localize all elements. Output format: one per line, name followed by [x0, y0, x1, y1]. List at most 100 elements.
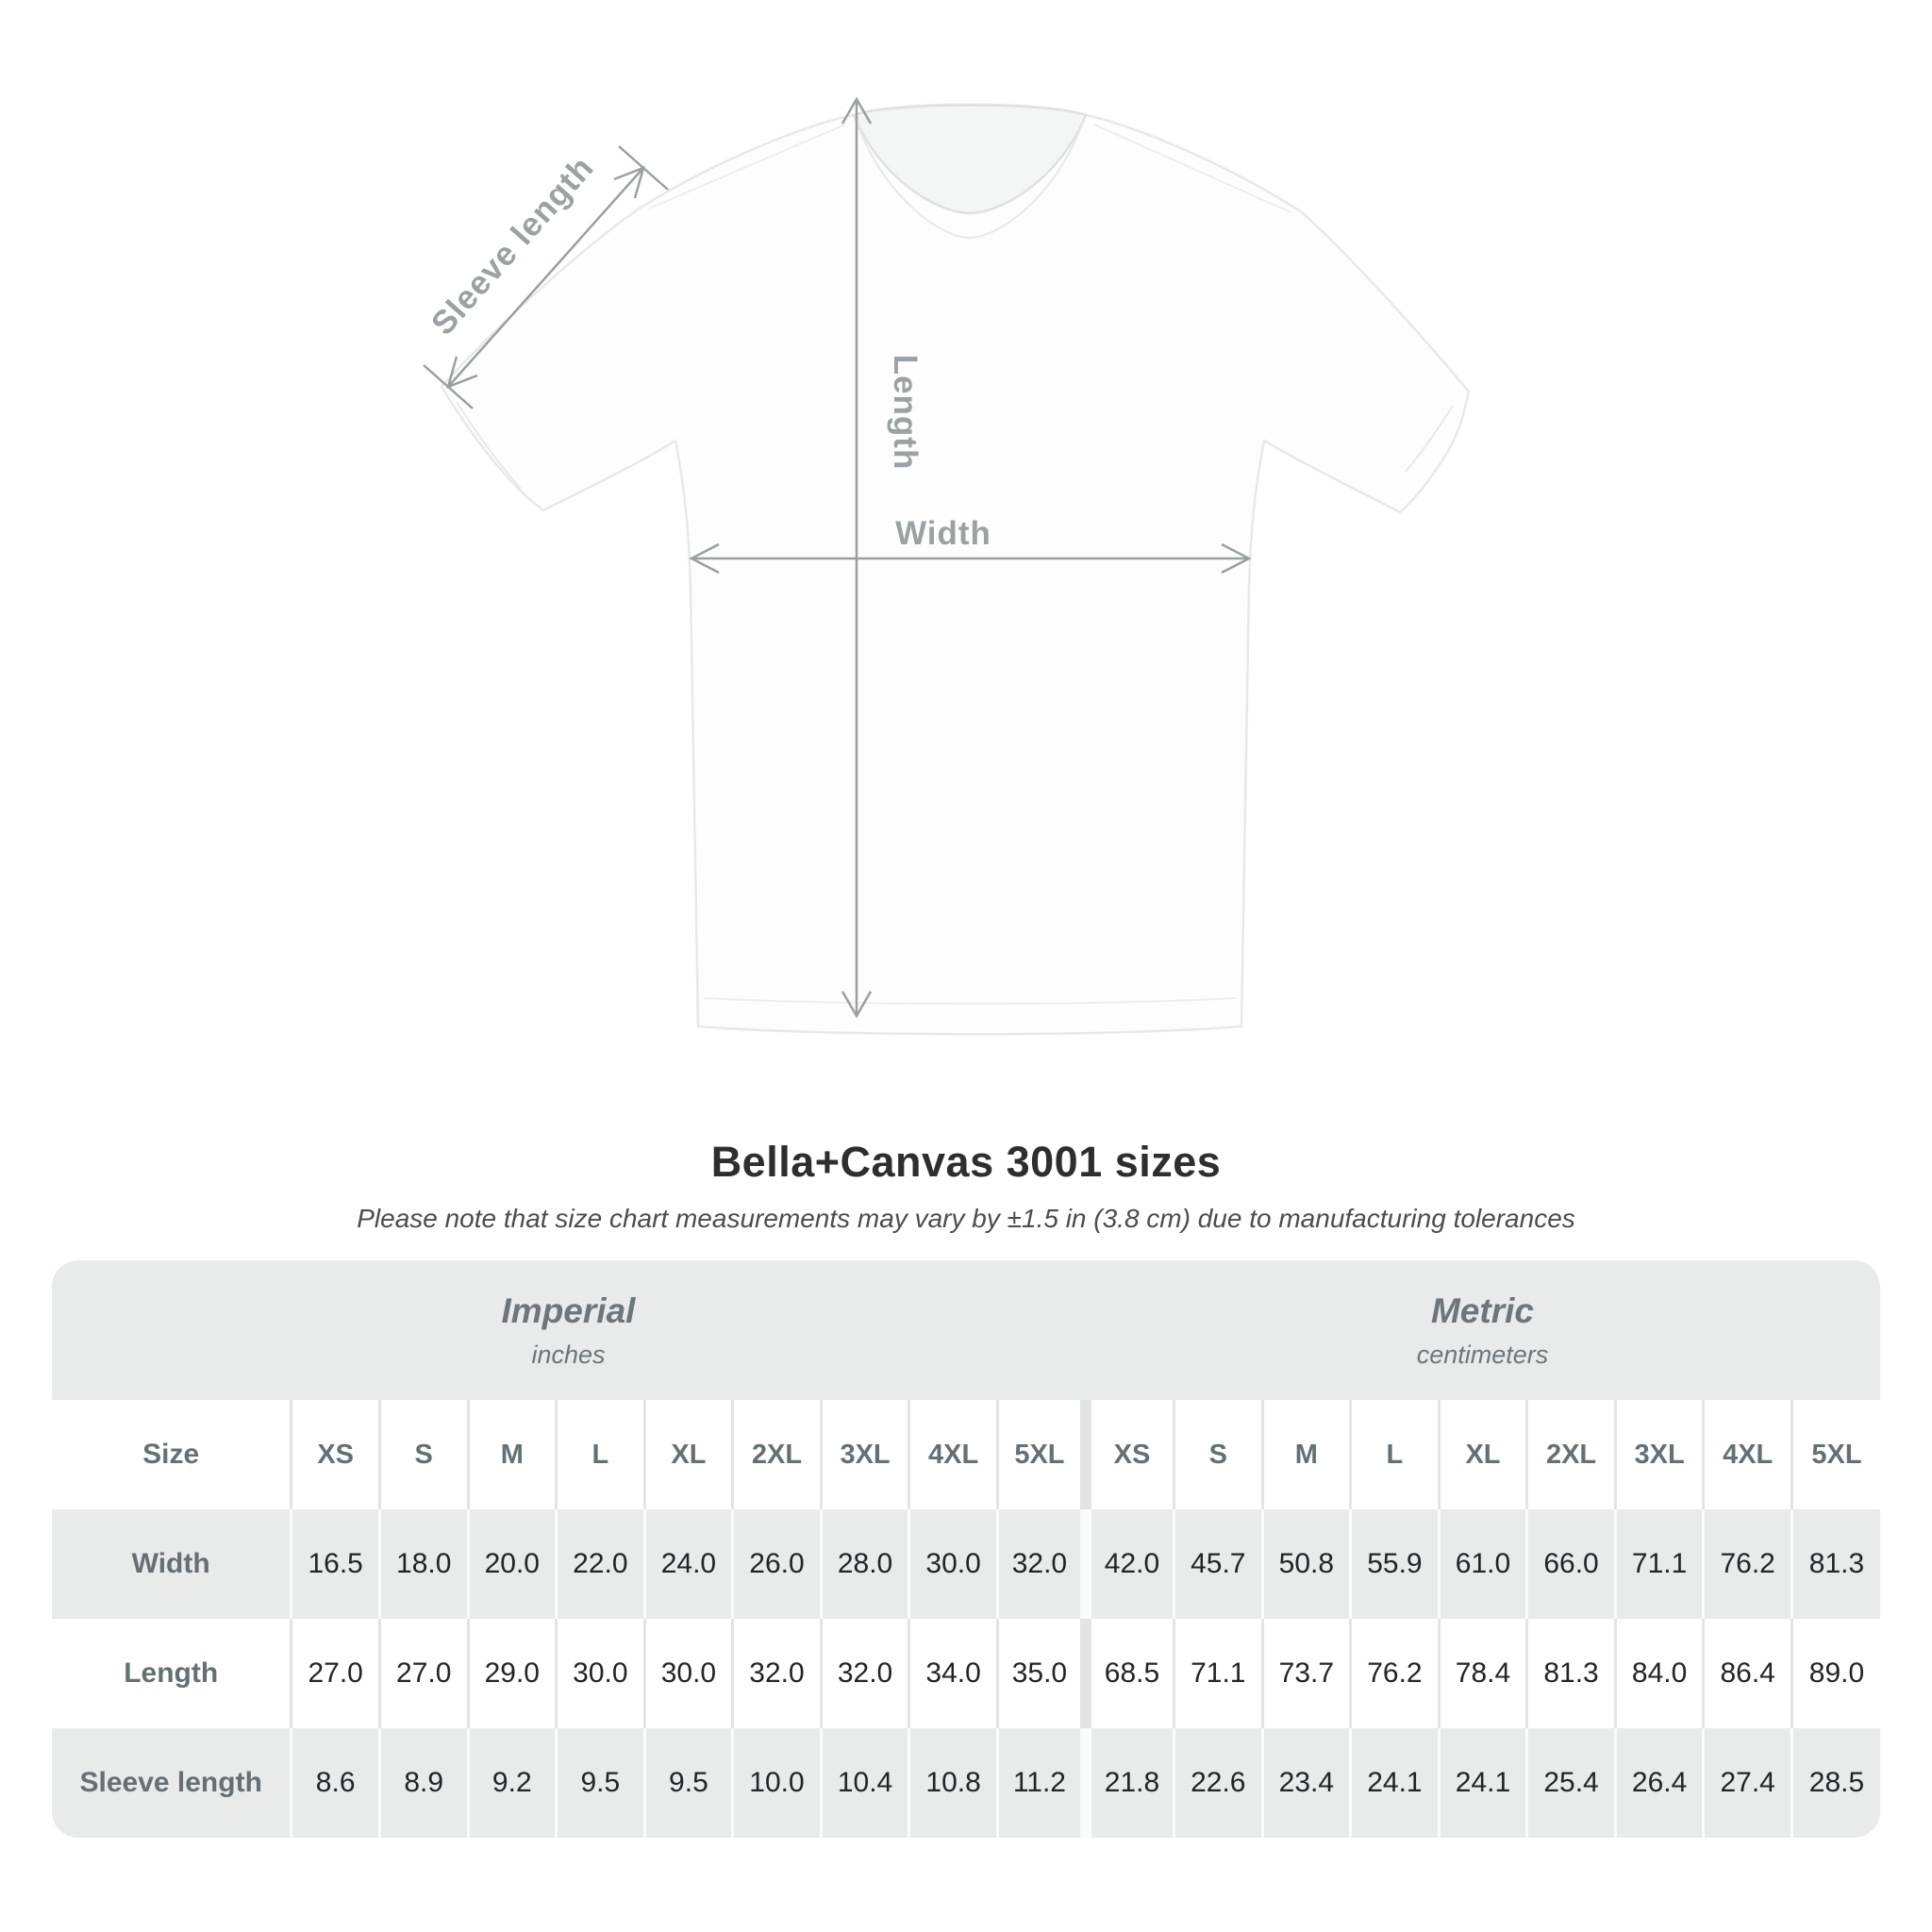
tshirt-right-cuff-seam [1405, 405, 1454, 473]
sleeve-length-value-cell: 10.8 [908, 1728, 998, 1838]
length-row-label: Length [52, 1619, 291, 1728]
size-column-header: 4XL [908, 1400, 998, 1509]
tshirt-diagram-svg: Sleeve length Length Width [423, 96, 1471, 1036]
length-value-cell: 29.0 [466, 1619, 557, 1728]
sleeve-length-value-cell: 21.8 [1079, 1728, 1174, 1838]
tshirt-measurement-diagram: Sleeve length Length Width [423, 96, 1471, 1036]
metric-section-name: Metric [1430, 1291, 1534, 1330]
sleeve-length-value-cell: 23.4 [1260, 1728, 1351, 1838]
unit-section-band: Imperial inches Metric centimeters [52, 1260, 1880, 1400]
size-column-header: XS [1079, 1400, 1174, 1509]
metric-section-unit: centimeters [1416, 1340, 1549, 1369]
size-column-header: M [466, 1400, 557, 1509]
tshirt-left-cuff-seam [456, 401, 522, 490]
width-value-cell: 16.5 [290, 1509, 380, 1619]
length-value-cell: 76.2 [1349, 1619, 1440, 1728]
sleeve-length-value-cell: 25.4 [1525, 1728, 1616, 1838]
length-value-cell: 78.4 [1437, 1619, 1527, 1728]
size-column-header: 2XL [1525, 1400, 1616, 1509]
length-value-cell: 30.0 [555, 1619, 645, 1728]
size-chart-container: Imperial inches Metric centimeters Size … [52, 1260, 1880, 1838]
sleeve-length-value-cell: 9.5 [642, 1728, 733, 1838]
size-column-header: L [555, 1400, 645, 1509]
sleeve-length-value-cell: 8.9 [377, 1728, 468, 1838]
size-column-header: XS [290, 1400, 380, 1509]
length-value-cell: 34.0 [908, 1619, 998, 1728]
length-value-cell: 35.0 [995, 1619, 1086, 1728]
size-header-row: Size XS S M L XL 2XL 3XL 4XL 5XL XS S M L XL 2XL 3XL 4XL… [52, 1400, 1880, 1509]
length-value-cell: 27.0 [377, 1619, 468, 1728]
width-value-cell: 24.0 [642, 1509, 733, 1619]
width-value-cell: 30.0 [908, 1509, 998, 1619]
sleeve-length-value-cell: 24.1 [1349, 1728, 1440, 1838]
size-column-header: 2XL [731, 1400, 822, 1509]
size-column-header: 3XL [1613, 1400, 1704, 1509]
width-value-cell: 28.0 [819, 1509, 909, 1619]
size-column-header: M [1260, 1400, 1351, 1509]
width-label: Width [895, 515, 991, 552]
sleeve-length-arrow [423, 145, 669, 409]
width-value-cell: 71.1 [1613, 1509, 1704, 1619]
width-value-cell: 45.7 [1173, 1509, 1263, 1619]
width-value-cell: 61.0 [1437, 1509, 1527, 1619]
imperial-section-unit: inches [531, 1340, 606, 1369]
length-value-cell: 32.0 [819, 1619, 909, 1728]
page-title: Bella+Canvas 3001 sizes [710, 1138, 1222, 1186]
sleeve-length-value-cell: 10.0 [731, 1728, 822, 1838]
tshirt-body-shape [440, 103, 1471, 1036]
tshirt-illustration [440, 103, 1471, 1036]
sleeve-length-value-cell: 24.1 [1437, 1728, 1527, 1838]
sleeve-length-value-cell: 10.4 [819, 1728, 909, 1838]
length-value-cell: 84.0 [1613, 1619, 1704, 1728]
metric-section-header: Metric centimeters [1085, 1260, 1880, 1400]
width-value-cell: 76.2 [1702, 1509, 1792, 1619]
sleeve-length-value-cell: 28.5 [1790, 1728, 1880, 1838]
sleeve-length-value-cell: 9.2 [466, 1728, 557, 1838]
width-arrow [689, 542, 1252, 575]
width-value-cell: 20.0 [466, 1509, 557, 1619]
sleeve-length-value-cell: 8.6 [290, 1728, 380, 1838]
tshirt-collar-opening [852, 104, 1088, 215]
sleeve-length-value-cell: 22.6 [1173, 1728, 1263, 1838]
sleeve-length-value-cell: 9.5 [555, 1728, 645, 1838]
tshirt-hem-seam [703, 997, 1237, 1005]
width-value-cell: 50.8 [1260, 1509, 1351, 1619]
size-column-header: XL [642, 1400, 733, 1509]
width-row: Width 16.5 18.0 20.0 22.0 24.0 26.0 28.0 30.0 32… [52, 1509, 1880, 1619]
size-column-header: 3XL [819, 1400, 909, 1509]
size-corner-label: Size [52, 1400, 291, 1509]
width-value-cell: 42.0 [1079, 1509, 1174, 1619]
width-value-cell: 18.0 [377, 1509, 468, 1619]
measurement-arrows [423, 96, 1252, 1019]
page-subtitle: Please note that size chart measurements… [357, 1204, 1575, 1233]
sleeve-length-value-cell: 27.4 [1702, 1728, 1792, 1838]
length-value-cell: 30.0 [642, 1619, 733, 1728]
width-value-cell: 26.0 [731, 1509, 822, 1619]
sleeve-length-row-label: Sleeve length [52, 1728, 291, 1838]
length-value-cell: 27.0 [290, 1619, 380, 1728]
length-label: Length [887, 355, 924, 471]
size-column-header: S [1173, 1400, 1263, 1509]
width-value-cell: 55.9 [1349, 1509, 1440, 1619]
size-column-header: 5XL [995, 1400, 1086, 1509]
sleeve-length-value-cell: 11.2 [995, 1728, 1086, 1838]
length-value-cell: 86.4 [1702, 1619, 1792, 1728]
size-table: Size XS S M L XL 2XL 3XL 4XL 5XL XS S M L XL 2XL 3XL 4XL… [52, 1400, 1880, 1838]
size-column-header: S [377, 1400, 468, 1509]
size-column-header: L [1349, 1400, 1440, 1509]
length-value-cell: 32.0 [731, 1619, 822, 1728]
length-value-cell: 71.1 [1173, 1619, 1263, 1728]
tshirt-collar-seam [856, 122, 1084, 240]
size-column-header: 4XL [1702, 1400, 1792, 1509]
width-value-cell: 81.3 [1790, 1509, 1880, 1619]
width-value-cell: 66.0 [1525, 1509, 1616, 1619]
length-value-cell: 89.0 [1790, 1619, 1880, 1728]
size-column-header: 5XL [1790, 1400, 1880, 1509]
length-value-cell: 73.7 [1260, 1619, 1351, 1728]
length-value-cell: 81.3 [1525, 1619, 1616, 1728]
length-value-cell: 68.5 [1079, 1619, 1174, 1728]
size-column-header: XL [1437, 1400, 1527, 1509]
imperial-section-header: Imperial inches [52, 1260, 1085, 1400]
sleeve-length-value-cell: 26.4 [1613, 1728, 1704, 1838]
width-value-cell: 32.0 [995, 1509, 1086, 1619]
